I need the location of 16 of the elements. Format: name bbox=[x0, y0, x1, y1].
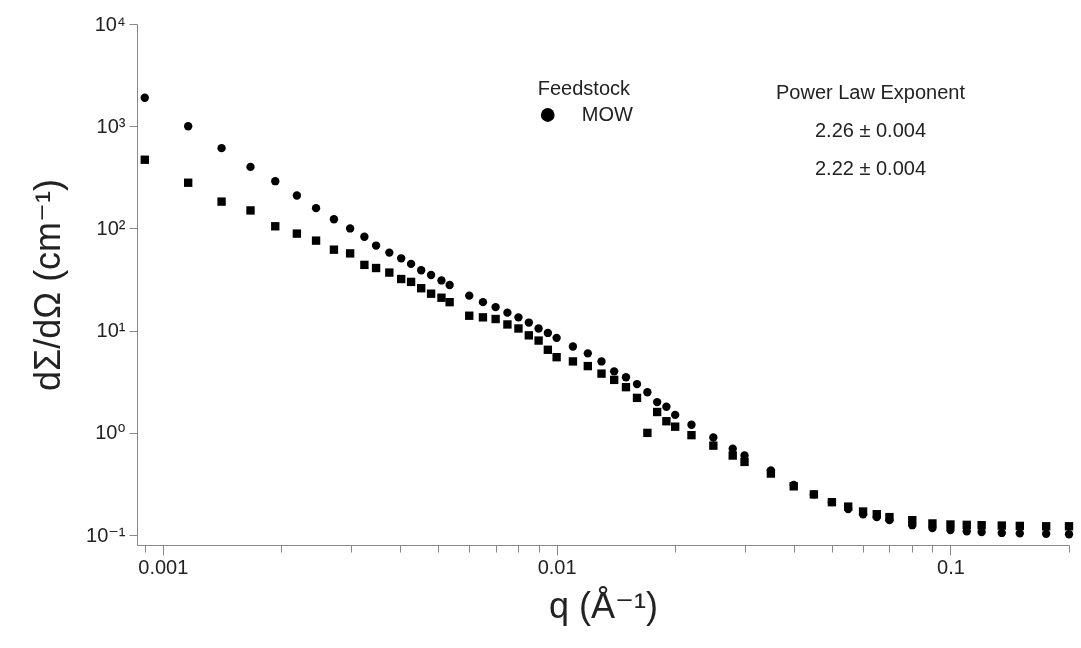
x-tick-label: 0.001 bbox=[138, 555, 189, 578]
annotation: Power Law Exponent bbox=[775, 81, 966, 103]
legend-label: MOW bbox=[581, 103, 633, 125]
y-tick-label: 10¹ bbox=[96, 319, 126, 342]
legend-title: Feedstock bbox=[537, 77, 632, 99]
y-tick-label: 10⁰ bbox=[95, 421, 126, 444]
y-tick-label: 10² bbox=[96, 216, 126, 239]
y-axis-title: dΣ/dΩ (cm⁻¹) bbox=[27, 178, 69, 392]
x-axis-title: q (Å⁻¹) bbox=[548, 584, 659, 626]
annotation: 2.22 ± 0.004 bbox=[814, 157, 927, 179]
y-tick-label: 10⁻¹ bbox=[86, 523, 126, 546]
y-tick-label: 10⁴ bbox=[94, 12, 126, 35]
y-tick-label: 10³ bbox=[96, 114, 126, 137]
x-tick-label: 0.01 bbox=[537, 555, 577, 578]
x-tick-label: 0.1 bbox=[937, 555, 965, 578]
annotation: 2.26 ± 0.004 bbox=[814, 119, 927, 141]
